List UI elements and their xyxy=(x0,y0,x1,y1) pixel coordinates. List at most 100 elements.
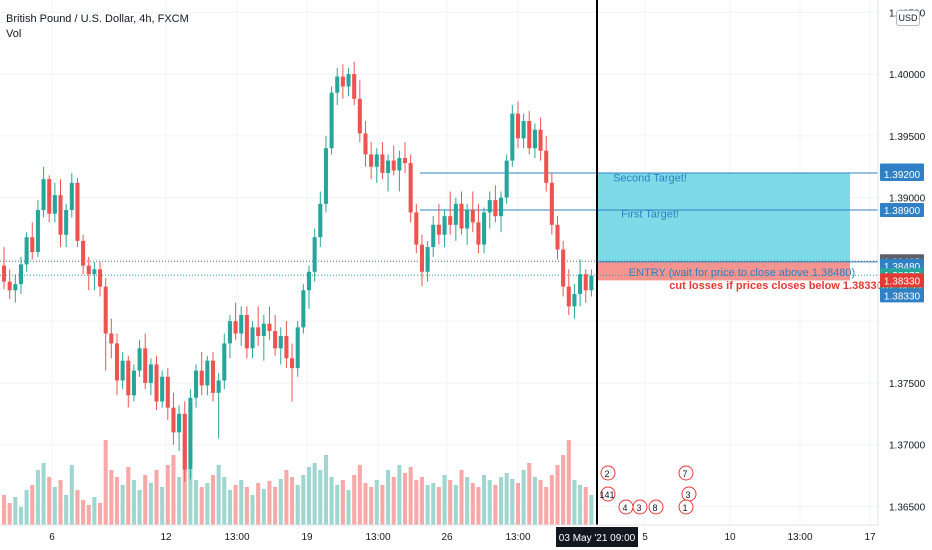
price-tick-label: 1.36500 xyxy=(889,502,926,513)
candle-body xyxy=(188,397,193,470)
candle-body xyxy=(233,321,238,334)
volume-bar xyxy=(318,470,323,525)
candle-body xyxy=(323,148,328,204)
candle-body xyxy=(521,121,526,139)
volume-bar xyxy=(222,477,227,525)
volume-bar xyxy=(386,470,391,525)
candle-body xyxy=(436,224,441,235)
volume-bar xyxy=(487,480,492,525)
candle-body xyxy=(86,265,91,275)
volume-bar xyxy=(476,487,481,525)
candle-body xyxy=(589,275,594,291)
time-tick-label: 13:00 xyxy=(505,532,530,543)
candle-body xyxy=(583,274,588,291)
volume-bar xyxy=(431,483,436,525)
candle-body xyxy=(244,315,249,349)
candle-body xyxy=(30,237,35,252)
volume-bar xyxy=(493,485,498,525)
candle-body xyxy=(58,195,63,235)
candle-body xyxy=(470,210,475,223)
candle-body xyxy=(273,331,278,349)
volume-bar xyxy=(544,487,549,525)
volume-bar xyxy=(13,497,18,525)
volume-bar xyxy=(436,487,441,525)
volume-bar xyxy=(194,480,199,525)
volume-bar xyxy=(227,490,232,525)
volume-bar xyxy=(589,495,594,525)
candle-body xyxy=(578,274,583,294)
volume-bar xyxy=(92,497,97,525)
candle-body xyxy=(81,240,86,266)
candle-body xyxy=(41,179,46,210)
candle-body xyxy=(459,203,464,229)
chart-legend: British Pound / U.S. Dollar, 4h, FXCM Vo… xyxy=(6,12,189,42)
event-badge-icon xyxy=(600,486,616,502)
volume-bar xyxy=(369,487,374,525)
candle-body xyxy=(52,195,57,214)
symbol-title: British Pound / U.S. Dollar, 4h, FXCM xyxy=(6,13,189,25)
candle-body xyxy=(538,129,543,151)
volume-bar xyxy=(120,485,125,525)
candle-body xyxy=(374,154,379,167)
candle-body xyxy=(335,76,340,93)
candle-body xyxy=(425,247,430,272)
volume-bar xyxy=(24,490,29,525)
price-label-text: 1.38330 xyxy=(884,276,921,287)
event-badge-count: 1 xyxy=(682,503,687,513)
volume-bar xyxy=(340,480,345,525)
time-tick-label: 5 xyxy=(642,532,648,543)
candle-body xyxy=(532,129,537,149)
time-tick-label: 13:00 xyxy=(224,532,249,543)
volume-indicator-label: Vol xyxy=(6,28,22,40)
candle-body xyxy=(561,249,566,287)
volume-bar xyxy=(7,503,12,525)
volume-bar xyxy=(41,463,46,525)
volume-bar xyxy=(527,463,532,525)
time-tick-label: 6 xyxy=(49,532,55,543)
candle-body xyxy=(527,121,532,149)
volume-bar xyxy=(312,463,317,525)
price-tick-label: 1.39000 xyxy=(889,194,926,205)
volume-bar xyxy=(278,479,283,525)
candle-body xyxy=(453,203,458,225)
volume-bar xyxy=(30,485,35,525)
candle-body xyxy=(510,113,515,161)
volume-bar xyxy=(453,485,458,525)
candle-body xyxy=(357,98,362,134)
volume-bar xyxy=(538,480,543,525)
candle-body xyxy=(306,271,312,291)
candle-body xyxy=(476,222,481,245)
volume-bar xyxy=(578,485,583,525)
volume-bar xyxy=(273,487,278,525)
volume-bar xyxy=(566,440,571,525)
candle-body xyxy=(290,358,295,369)
candle-body xyxy=(442,216,447,235)
volume-bar xyxy=(363,483,368,525)
candle-body xyxy=(109,333,114,344)
candle-body xyxy=(210,360,216,393)
candle-body xyxy=(2,265,7,282)
price-tick-label: 1.40000 xyxy=(889,70,926,81)
volume-bar xyxy=(58,480,63,525)
volume-bar xyxy=(126,467,131,525)
candle-body xyxy=(414,212,419,245)
candle-body xyxy=(256,327,261,336)
volume-bar xyxy=(35,470,40,525)
volume-bar xyxy=(69,465,74,525)
candle-body xyxy=(487,200,492,213)
volume-bar xyxy=(510,479,515,525)
currency-badge[interactable]: USD xyxy=(896,10,920,26)
candle-body xyxy=(114,343,120,381)
volume-bar xyxy=(256,483,261,525)
candle-body xyxy=(160,376,165,402)
first-target-label: First Target! xyxy=(621,208,679,220)
volume-bar xyxy=(148,483,153,525)
candle-body xyxy=(566,286,571,307)
candle-body xyxy=(465,210,470,229)
volume-bar xyxy=(346,490,351,525)
volume-bar xyxy=(295,485,300,525)
volume-bar xyxy=(261,489,266,525)
candle-body xyxy=(352,74,357,99)
current-time-label: 03 May '21 09:00 xyxy=(559,533,636,544)
